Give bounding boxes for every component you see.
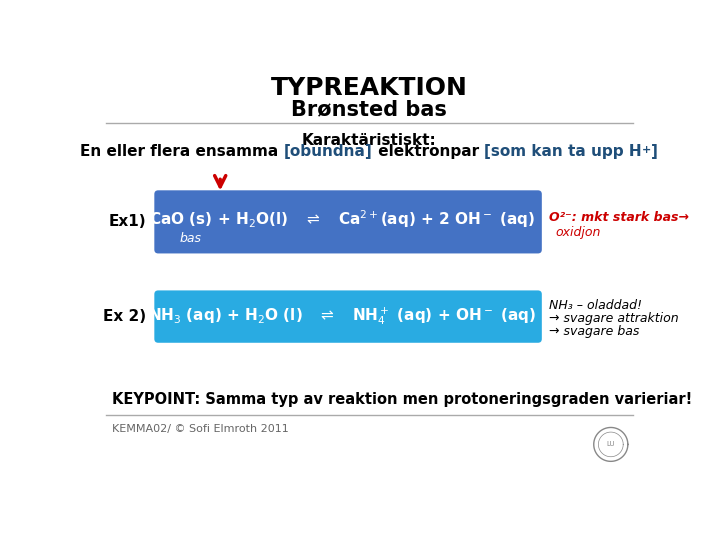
Text: En eller flera ensamma: En eller flera ensamma	[81, 144, 284, 159]
FancyBboxPatch shape	[154, 291, 542, 343]
Text: KEMMA02/ © Sofi Elmroth 2011: KEMMA02/ © Sofi Elmroth 2011	[112, 424, 289, 434]
Text: LU: LU	[606, 441, 615, 448]
Text: NH₃ – oladdad!: NH₃ – oladdad!	[549, 299, 642, 312]
Text: Ex 2): Ex 2)	[103, 309, 145, 324]
Text: Karaktäristiskt:: Karaktäristiskt:	[302, 133, 436, 148]
Text: → svagare bas: → svagare bas	[549, 326, 639, 339]
Text: Ex1): Ex1)	[108, 214, 145, 230]
Text: KEYPOINT: Samma typ av reaktion men protoneringsgraden varieriar!: KEYPOINT: Samma typ av reaktion men prot…	[112, 392, 692, 407]
Text: O²⁻: mkt stark bas→: O²⁻: mkt stark bas→	[549, 211, 689, 224]
Text: NH$_3$ (aq) + H$_2$O (l)   $\rightleftharpoons$   NH$_4^+$ (aq) + OH$^-$ (aq): NH$_3$ (aq) + H$_2$O (l) $\rightleftharp…	[148, 306, 536, 327]
Text: oxidjon: oxidjon	[555, 226, 600, 239]
Text: [obundna]: [obundna]	[284, 144, 372, 159]
Text: [som kan ta upp H: [som kan ta upp H	[484, 144, 642, 159]
Text: Brønsted bas: Brønsted bas	[291, 99, 447, 119]
Text: → svagare attraktion: → svagare attraktion	[549, 313, 678, 326]
FancyBboxPatch shape	[154, 190, 542, 253]
Text: +: +	[642, 145, 651, 156]
Text: bas: bas	[180, 232, 202, 245]
Text: ]: ]	[651, 144, 657, 159]
Text: elektronpar: elektronpar	[372, 144, 484, 159]
Text: CaO (s) + H$_2$O(l)   $\rightleftharpoons$   Ca$^{2+}$(aq) + 2 OH$^-$ (aq): CaO (s) + H$_2$O(l) $\rightleftharpoons$…	[149, 208, 535, 230]
Text: TYPREAKTION: TYPREAKTION	[271, 76, 467, 100]
